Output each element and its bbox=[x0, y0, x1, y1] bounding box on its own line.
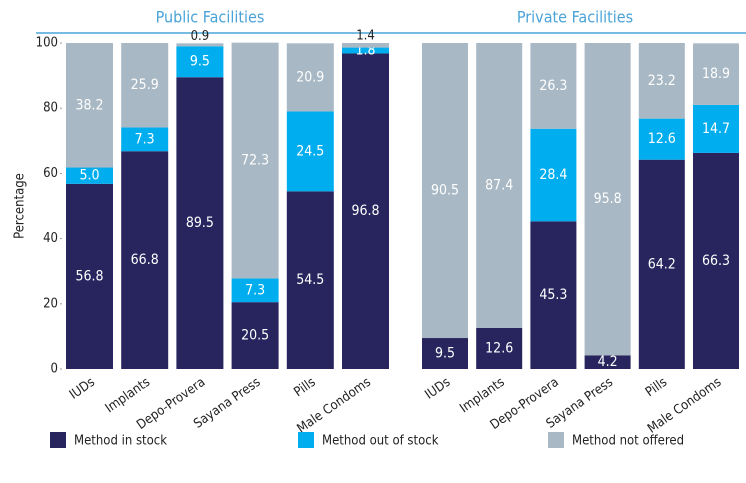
value-label: 66.8 bbox=[131, 252, 159, 268]
value-label: 7.3 bbox=[135, 131, 155, 147]
bar-segment bbox=[342, 53, 389, 369]
value-label: 4.2 bbox=[598, 354, 618, 370]
bar-segment bbox=[66, 43, 113, 168]
value-label: 28.4 bbox=[539, 167, 567, 183]
panel-title: Private Facilities bbox=[517, 8, 633, 27]
value-label: 1.4 bbox=[356, 29, 375, 44]
value-label: 96.8 bbox=[351, 203, 379, 219]
value-label: 89.5 bbox=[186, 215, 214, 231]
x-tick-label: IUDs bbox=[67, 375, 98, 403]
y-tick-label: 100 bbox=[36, 36, 58, 51]
value-label: 64.2 bbox=[648, 256, 676, 272]
bar-segment bbox=[638, 159, 685, 369]
value-label: 12.6 bbox=[648, 131, 676, 147]
bar-segment bbox=[176, 46, 224, 78]
value-label: 90.5 bbox=[431, 183, 459, 199]
value-label: 26.3 bbox=[539, 78, 567, 94]
bar-segment bbox=[638, 118, 685, 160]
bar-segment bbox=[693, 104, 739, 153]
bar-segment bbox=[530, 128, 577, 222]
value-label: 54.5 bbox=[296, 272, 324, 288]
legend-label: Method in stock bbox=[74, 434, 167, 449]
legend-swatch bbox=[548, 432, 564, 448]
value-label: 9.5 bbox=[190, 54, 210, 70]
bar-segment bbox=[693, 43, 739, 105]
x-tick-label: Pills bbox=[643, 375, 670, 400]
x-tick-label: Implants bbox=[457, 375, 507, 416]
bar-segment bbox=[422, 338, 468, 369]
panel-title: Public Facilities bbox=[156, 8, 265, 27]
y-tick-label: 40 bbox=[43, 231, 58, 246]
value-label: 72.3 bbox=[241, 153, 269, 169]
bar-segment bbox=[121, 127, 169, 152]
value-label: 20.5 bbox=[241, 328, 269, 344]
value-label: 38.2 bbox=[75, 97, 103, 113]
value-label: 95.8 bbox=[594, 191, 622, 207]
bar-segment bbox=[121, 151, 169, 369]
value-label: 66.3 bbox=[702, 253, 730, 269]
legend-swatch bbox=[298, 432, 314, 448]
value-label: 23.2 bbox=[648, 73, 676, 89]
y-tick-label: 20 bbox=[43, 296, 58, 311]
y-tick-label: 0 bbox=[51, 362, 58, 377]
value-label: 87.4 bbox=[485, 177, 513, 193]
bar-segment bbox=[176, 77, 224, 369]
bar-segment bbox=[286, 191, 334, 369]
y-tick-label: 80 bbox=[43, 101, 58, 116]
value-label: 7.3 bbox=[245, 282, 265, 298]
value-label: 25.9 bbox=[131, 77, 159, 93]
bar-segment bbox=[231, 278, 279, 303]
value-label: 18.9 bbox=[702, 66, 730, 82]
bar-segment bbox=[693, 152, 739, 369]
value-label: 56.8 bbox=[75, 268, 103, 284]
y-axis-label: Percentage bbox=[13, 173, 28, 239]
value-label: 9.5 bbox=[435, 346, 455, 362]
bar-segment bbox=[638, 43, 685, 119]
value-label: 0.9 bbox=[191, 29, 210, 44]
bar-segment bbox=[530, 43, 577, 129]
value-label: 14.7 bbox=[702, 121, 730, 137]
value-label: 12.6 bbox=[485, 340, 513, 356]
legend-swatch bbox=[50, 432, 66, 448]
bar-segment bbox=[66, 167, 113, 184]
bar-segment bbox=[286, 111, 334, 192]
value-label: 5.0 bbox=[79, 168, 99, 184]
bar-segment bbox=[231, 302, 279, 369]
value-label: 20.9 bbox=[296, 69, 324, 85]
x-tick-label: Implants bbox=[103, 375, 153, 416]
value-label: 24.5 bbox=[296, 143, 324, 159]
bar-segment bbox=[121, 43, 169, 128]
legend-label: Method out of stock bbox=[322, 434, 439, 449]
x-tick-label: Pills bbox=[291, 375, 318, 400]
bar-segment bbox=[584, 43, 631, 356]
bar-segment bbox=[342, 47, 389, 54]
bar-segment bbox=[584, 355, 631, 369]
bar-segment bbox=[342, 43, 389, 48]
bar-segment bbox=[286, 43, 334, 112]
value-label: 45.3 bbox=[539, 287, 567, 303]
bar-segment bbox=[66, 183, 113, 369]
bar-segment bbox=[422, 43, 468, 339]
y-tick-label: 60 bbox=[43, 166, 58, 181]
legend-label: Method not offered bbox=[572, 434, 684, 449]
bar-segment bbox=[176, 43, 224, 47]
bar-segment bbox=[476, 327, 523, 369]
x-tick-label: IUDs bbox=[422, 375, 453, 403]
bar-segment bbox=[231, 42, 279, 279]
bar-segment bbox=[530, 221, 577, 369]
bar-segment bbox=[476, 43, 523, 328]
